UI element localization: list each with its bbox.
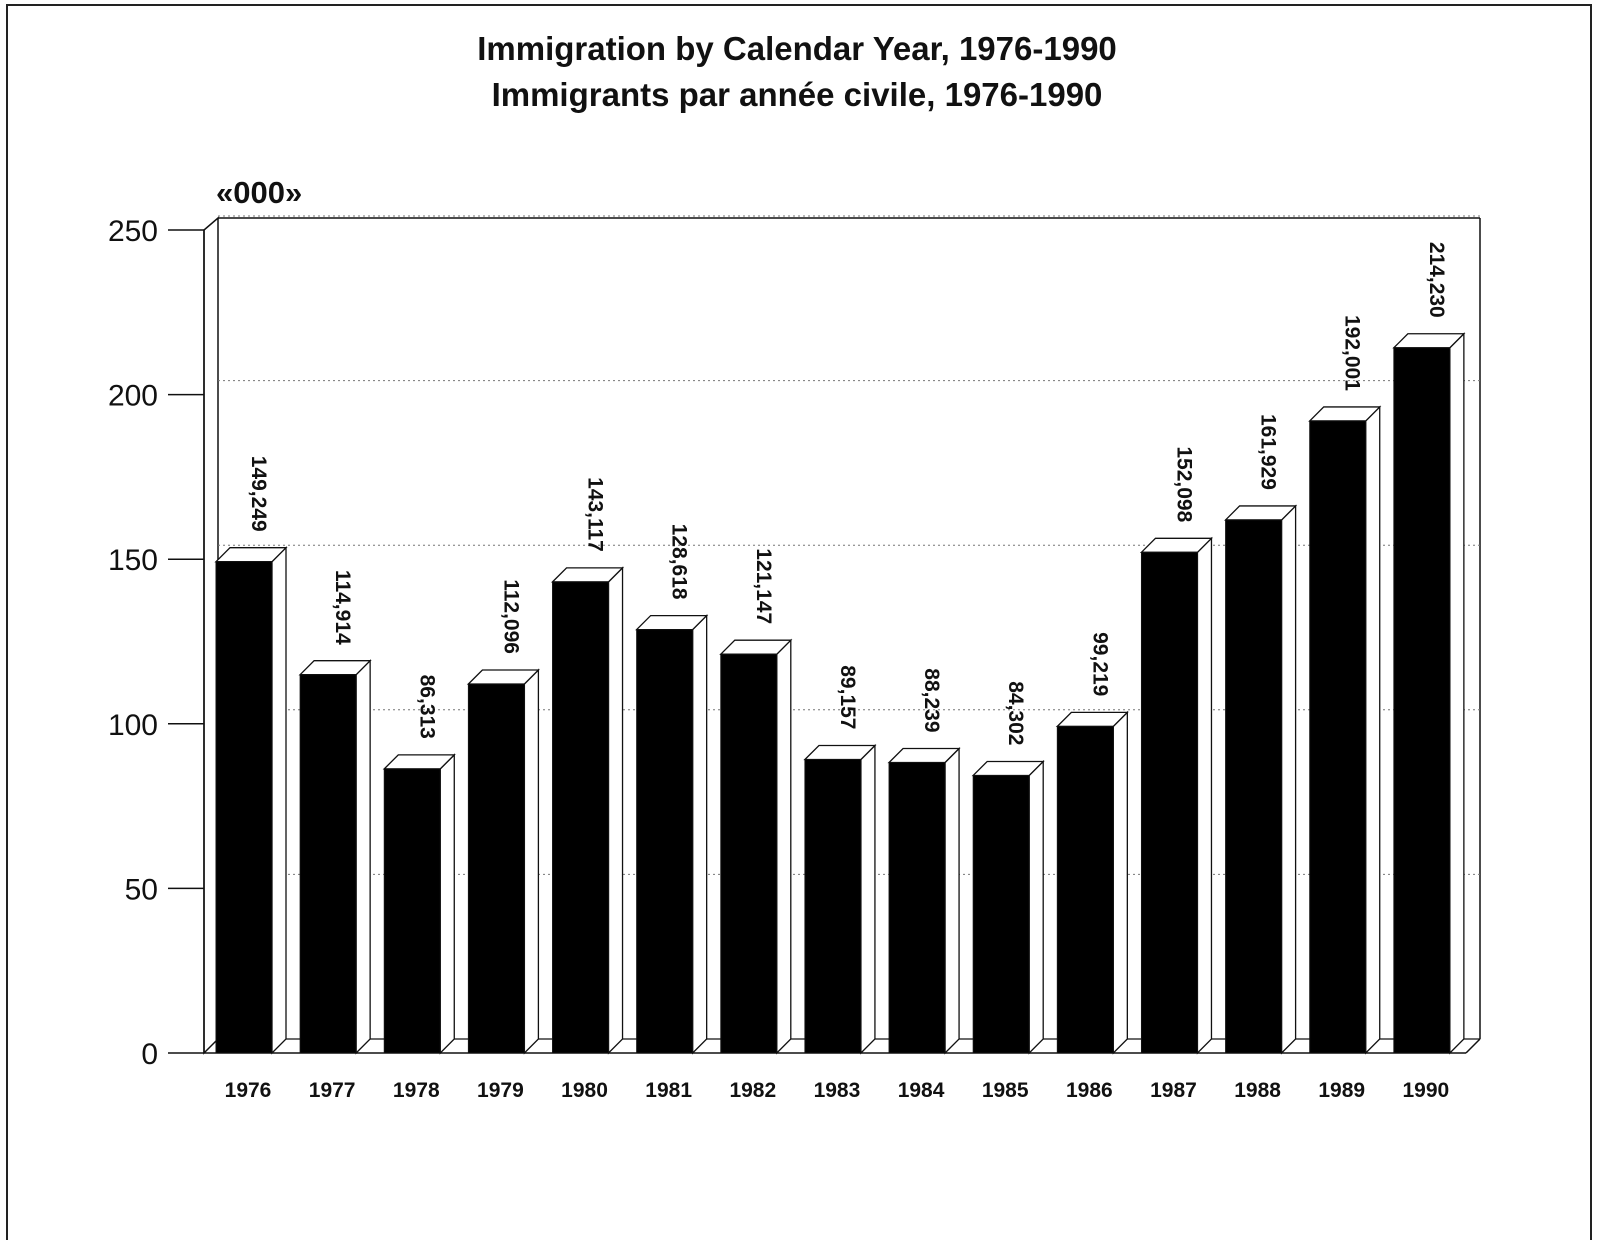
bar-data-label: 84,302	[1004, 681, 1027, 745]
chart-title: Immigration by Calendar Year, 1976-1990	[477, 30, 1117, 67]
bar	[636, 629, 694, 1054]
bar-side-face	[776, 638, 792, 1055]
bar-side-face	[1365, 405, 1381, 1055]
bar-side-face	[271, 546, 287, 1055]
bar-data-label: 114,914	[331, 570, 354, 645]
bar-side-face	[355, 659, 371, 1055]
bar	[1225, 519, 1283, 1054]
bar-data-label: 86,313	[415, 675, 438, 739]
bar-data-label: 99,219	[1088, 632, 1111, 696]
bar-side-face	[1280, 504, 1297, 1055]
bar-data-label: 214,230	[1425, 242, 1448, 318]
x-tick-label: 1981	[645, 1079, 692, 1102]
bar-data-label: 121,147	[752, 548, 775, 624]
x-tick-label: 1976	[225, 1079, 272, 1102]
bar-side-face	[523, 668, 540, 1055]
y-tick-label: 0	[141, 1038, 158, 1071]
bar	[299, 674, 357, 1054]
y-tick-label: 100	[108, 709, 158, 742]
chart-subtitle: Immigrants par année civile, 1976-1990	[492, 76, 1103, 113]
bar-side-face	[860, 743, 876, 1055]
bar-data-label: 88,239	[920, 668, 943, 732]
x-tick-label: 1983	[814, 1079, 861, 1102]
bar-side-face	[1112, 710, 1128, 1055]
bar	[552, 581, 610, 1054]
bar	[1056, 725, 1114, 1054]
x-tick-label: 1990	[1403, 1079, 1450, 1102]
x-tick-label: 1986	[1066, 1079, 1113, 1102]
bar-data-label: 128,618	[668, 524, 691, 600]
bar-side-face	[1028, 759, 1044, 1055]
bar	[467, 683, 525, 1054]
x-tick-label: 1978	[393, 1079, 440, 1102]
x-tick-label: 1987	[1150, 1079, 1197, 1102]
bar-side-face	[692, 614, 708, 1055]
y-unit-label: «000»	[216, 175, 302, 210]
x-tick-label: 1985	[982, 1079, 1029, 1102]
floor-right-edge	[1465, 1038, 1481, 1054]
bar	[1393, 347, 1451, 1054]
x-tick-label: 1977	[309, 1079, 356, 1102]
y-tick-label: 200	[108, 380, 158, 413]
bar	[972, 774, 1030, 1054]
bar-side-face	[944, 746, 960, 1055]
bar-data-label: 149,249	[247, 456, 270, 532]
bar-side-face	[1196, 536, 1213, 1055]
y-tick-label: 150	[108, 544, 158, 577]
x-tick-label: 1989	[1318, 1079, 1365, 1102]
bar-data-label: 112,096	[499, 579, 522, 654]
x-tick-label: 1984	[898, 1079, 945, 1102]
bar-data-label: 89,157	[836, 665, 859, 729]
bar	[215, 561, 273, 1054]
bar-data-label: 143,117	[584, 477, 607, 552]
y-tick-label: 250	[108, 215, 158, 248]
bar	[1140, 551, 1198, 1054]
x-tick-label: 1988	[1234, 1079, 1281, 1102]
x-tick-label: 1979	[477, 1079, 524, 1102]
plot-area: 0 50 100 150 200 250 149,249 1976 114,914 1977 86,…	[108, 215, 1481, 1102]
x-tick-label: 1982	[729, 1079, 776, 1102]
bar	[1309, 420, 1367, 1054]
x-tick-label: 1980	[561, 1079, 608, 1102]
bar	[383, 768, 441, 1054]
bar-data-label: 161,929	[1257, 414, 1280, 490]
y-tick-label: 50	[125, 873, 158, 906]
bar-side-face	[607, 566, 624, 1055]
bar-side-face	[439, 753, 455, 1055]
bar	[888, 762, 946, 1054]
bar-data-label: 192,001	[1341, 315, 1364, 391]
bar	[804, 758, 862, 1054]
bar-data-label: 152,098	[1172, 446, 1195, 522]
chart-frame	[6, 4, 1592, 1240]
bar	[720, 653, 778, 1054]
bar-side-face	[1449, 332, 1465, 1055]
